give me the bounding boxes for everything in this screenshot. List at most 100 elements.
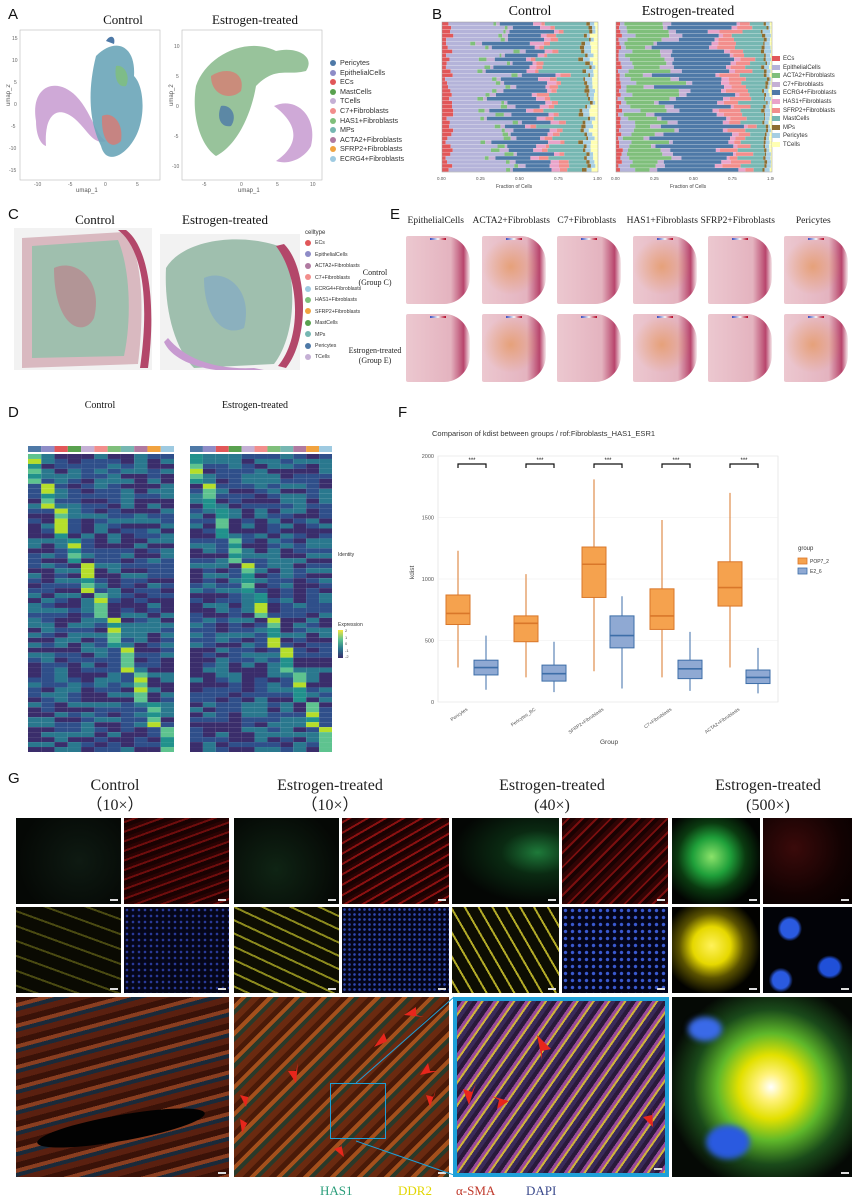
a-ytick-l-5: -10	[9, 146, 16, 152]
g-control-dapi-image	[124, 907, 229, 993]
g-e40-ddr2-image	[452, 907, 559, 993]
legend-swatch	[772, 56, 780, 61]
g-e40-has1-image	[452, 818, 559, 904]
b-xtick: 1.00	[593, 176, 602, 181]
legend-item: ECs	[305, 240, 325, 246]
legend-label: ECs	[315, 240, 325, 247]
panel-d-heatmap-control	[28, 446, 174, 752]
legend-swatch	[772, 73, 780, 79]
g-channel-label: HAS1	[320, 1183, 353, 1198]
f-sig-label: ***	[468, 458, 476, 464]
f-ylabel: kdist	[409, 565, 416, 579]
g-channel-label: DAPI	[526, 1183, 557, 1198]
f-sig-bracket	[457, 463, 487, 468]
f-sig-bracket	[593, 463, 623, 468]
f-box	[445, 594, 471, 626]
legend-item: Pericytes	[772, 133, 808, 139]
g-col-3-line2: (500×)	[746, 797, 790, 814]
b-xtick: 0.25	[650, 176, 659, 181]
panel-a-ylabel-left: umap_2	[6, 84, 12, 106]
legend-item: Pericytes	[330, 58, 370, 67]
g-col-3-title: Estrogen-treated (500×)	[684, 776, 852, 816]
panel-c-spatial-maps	[14, 228, 304, 370]
b-xtick: 0.75	[554, 176, 563, 181]
g-col-0-line1: Control	[90, 777, 140, 794]
legend-swatch	[330, 98, 336, 105]
legend-swatch	[330, 60, 336, 67]
legend-item: TCells	[305, 354, 330, 360]
legend-label: EpithelialCells	[340, 67, 386, 77]
legend-swatch	[305, 262, 311, 269]
legend-item: HAS1+Fibroblasts	[330, 116, 398, 125]
f-sig-label: ***	[740, 458, 748, 464]
legend-label: MPs	[783, 124, 795, 131]
panel-c-title-estrogen: Estrogen-treated	[182, 212, 268, 227]
legend-label: EpithelialCells	[783, 64, 821, 71]
legend-label: ECRG4+Fibroblasts	[783, 90, 837, 97]
a-ytick-l-2: 5	[14, 80, 17, 86]
panel-a-legend: Pericytes EpithelialCells ECs MastCells TCel…	[330, 58, 420, 168]
panel-d-legend-title: Identity	[338, 552, 355, 558]
panel-b-stacked-bars: 0.00 0.25 0.50 0.75 1.00 Fraction of Cells 0.0…	[437, 21, 774, 190]
legend-swatch	[772, 107, 780, 113]
panel-g-label: G	[8, 770, 20, 787]
legend-label: SFRP2+Fibroblasts	[340, 144, 403, 154]
a-ytick-l-3: 0	[14, 102, 17, 108]
legend-swatch	[305, 251, 311, 258]
f-legend-swatch	[797, 567, 808, 575]
panel-a-ylabel-right: umap_2	[169, 84, 175, 106]
a-ytick-r-3: -5	[174, 134, 179, 140]
g-col-0-title: Control （10×）	[50, 776, 180, 816]
legend-item: C7+Fibroblasts	[305, 274, 350, 281]
b-xtick: 0.75	[728, 176, 737, 181]
e-row-1-line2: (Group E)	[358, 356, 392, 365]
a-xtick-r-2: 5	[276, 182, 279, 188]
f-xtick: ACTA2+Fibroblasts	[704, 706, 742, 735]
legend-swatch	[330, 79, 336, 86]
g-control-ddr2-image	[16, 907, 121, 993]
legend-item: ACTA2+Fibroblasts	[772, 73, 835, 79]
panel-a-title-control: Control	[103, 12, 143, 27]
f-legend-label: E2_6	[810, 569, 822, 575]
legend-swatch	[772, 133, 780, 139]
a-xtick-l-0: -10	[34, 182, 41, 188]
e-tissue-thumb	[481, 314, 546, 382]
f-xtick: Pericytes	[450, 706, 470, 723]
f-xlabel: Group	[600, 739, 618, 746]
a-xtick-l-2: 0	[104, 182, 107, 188]
a-ytick-r-1: 5	[176, 74, 179, 80]
legend-label: C7+Fibroblasts	[783, 81, 824, 88]
panel-c-title-control: Control	[75, 212, 115, 227]
legend-label: HAS1+Fibroblasts	[783, 99, 832, 106]
panel-e-column-headers: EpithelialCells ACTA2+Fibroblasts C7+Fibro…	[398, 216, 854, 232]
g-e10-arrows	[240, 1007, 438, 1157]
g-control-has1-image	[16, 818, 121, 904]
f-box	[717, 561, 743, 607]
f-xtick: Pericytes_BC	[510, 706, 538, 728]
g-col-0-line2: （10×）	[86, 797, 144, 814]
panel-f-boxplot: Comparison of kdist between groups / rof…	[409, 429, 829, 746]
legend-item: ECRG4+Fibroblasts	[772, 90, 837, 96]
legend-label: ECRG4+Fibroblasts	[315, 285, 362, 292]
legend-label: C7+Fibroblasts	[340, 106, 389, 115]
a-ytick-r-2: 0	[176, 104, 179, 110]
legend-item: SFRP2+Fibroblasts	[330, 144, 403, 153]
d-exp-tick-3: -1	[345, 647, 349, 653]
legend-label: ACTA2+Fibroblasts	[783, 73, 835, 80]
legend-swatch	[330, 69, 336, 76]
legend-swatch	[330, 146, 336, 153]
legend-label: HAS1+Fibroblasts	[340, 115, 399, 125]
panel-a-xlabel-left: umap_1	[76, 188, 98, 194]
a-xtick-r-1: 0	[240, 182, 243, 188]
legend-item: ECRG4+Fibroblasts	[330, 154, 404, 163]
panel-d-title-control: Control	[84, 400, 116, 411]
legend-swatch	[330, 127, 336, 134]
e-row-0-line2: (Group C)	[358, 278, 392, 287]
legend-item: HAS1+Fibroblasts	[305, 297, 357, 303]
g-col-1-title: Estrogen-treated （10×）	[250, 776, 410, 816]
legend-swatch	[772, 124, 780, 130]
e-tissue-thumb	[632, 314, 697, 382]
f-ytick: 1500	[422, 516, 434, 522]
legend-swatch	[305, 274, 311, 281]
b-xtick: 0.00	[437, 176, 446, 181]
